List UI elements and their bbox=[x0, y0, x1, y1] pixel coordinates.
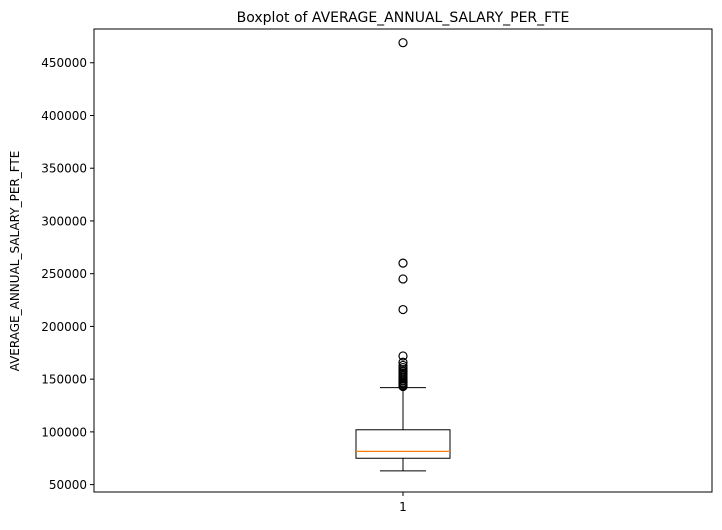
x-tick-label: 1 bbox=[399, 500, 407, 514]
y-axis-label: AVERAGE_ANNUAL_SALARY_PER_FTE bbox=[8, 151, 22, 372]
x-axis-ticks: 1 bbox=[399, 492, 407, 514]
y-tick-label: 400000 bbox=[41, 109, 87, 123]
y-tick-label: 150000 bbox=[41, 373, 87, 387]
outlier-point bbox=[398, 357, 408, 367]
y-tick-label: 50000 bbox=[49, 478, 87, 492]
chart-title: Boxplot of AVERAGE_ANNUAL_SALARY_PER_FTE bbox=[237, 10, 570, 26]
y-tick-label: 300000 bbox=[41, 214, 87, 228]
box-group bbox=[355, 38, 451, 472]
outlier-point bbox=[398, 304, 408, 315]
y-tick-label: 200000 bbox=[41, 320, 87, 334]
outlier-point bbox=[398, 381, 408, 392]
y-tick-label: 100000 bbox=[41, 425, 87, 439]
y-tick-label: 450000 bbox=[41, 56, 87, 70]
outlier-point bbox=[398, 38, 408, 48]
y-axis-ticks: 50000 100000 150000 200000 250000 300000 35000… bbox=[41, 56, 94, 492]
iqr-box bbox=[355, 429, 451, 459]
outlier-point bbox=[398, 258, 408, 268]
y-tick-label: 350000 bbox=[41, 162, 87, 176]
outlier-point bbox=[398, 351, 408, 361]
plot-frame bbox=[93, 28, 713, 493]
outlier-point bbox=[398, 274, 408, 284]
y-tick-label: 250000 bbox=[41, 267, 87, 281]
